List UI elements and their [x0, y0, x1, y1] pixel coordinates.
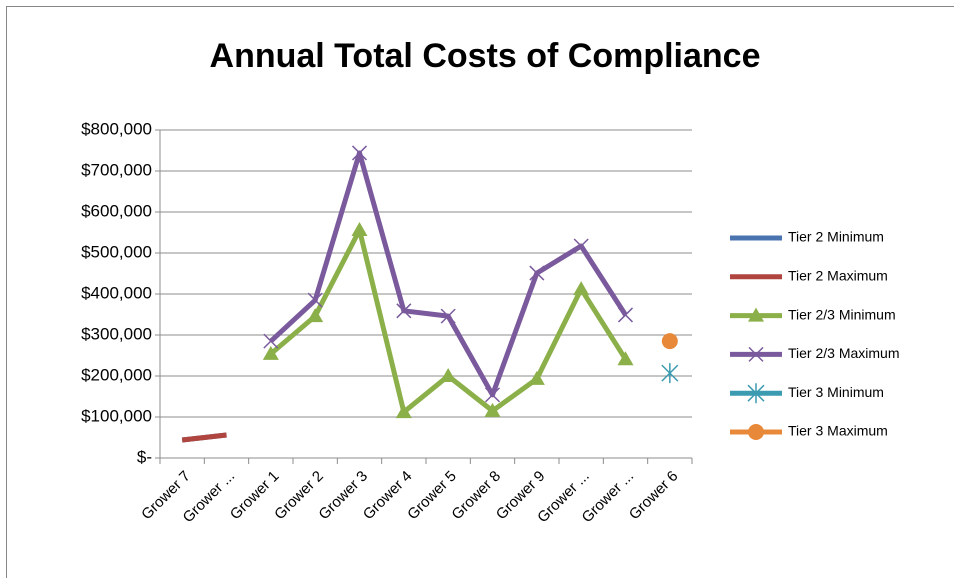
point [307, 292, 323, 308]
y-tick-label: $400,000 [81, 283, 152, 302]
point [573, 281, 590, 296]
y-tick-label: $- [137, 447, 152, 466]
legend-marker [747, 383, 765, 404]
point [263, 333, 279, 349]
point [661, 363, 679, 384]
point [440, 308, 456, 324]
legend-marker [748, 307, 764, 322]
point [617, 351, 634, 366]
y-tick-label: $700,000 [81, 160, 152, 179]
legend-label: Tier 2 Maximum [788, 268, 888, 284]
legend-label: Tier 3 Maximum [788, 423, 888, 439]
y-tick-label: $300,000 [81, 324, 152, 343]
point [661, 333, 678, 350]
x-tick-label: Grower 6 [626, 468, 682, 524]
y-tick-label: $800,000 [81, 119, 152, 138]
legend-label: Tier 2 Minimum [788, 229, 884, 245]
legend-label: Tier 2/3 Maximum [788, 345, 900, 361]
point [395, 404, 412, 419]
point [529, 265, 545, 281]
point [573, 238, 589, 254]
chart-frame [6, 6, 954, 578]
point [307, 308, 324, 323]
legend-label: Tier 3 Minimum [788, 384, 884, 400]
y-tick-label: $500,000 [81, 242, 152, 261]
point [351, 145, 368, 161]
point [484, 387, 501, 403]
legend-marker [748, 346, 764, 362]
y-tick-label: $100,000 [81, 406, 152, 425]
series-line [269, 150, 628, 398]
legend-label: Tier 2/3 Minimum [788, 306, 896, 322]
y-tick-label: $200,000 [81, 365, 152, 384]
point [440, 368, 457, 382]
point [396, 303, 412, 319]
chart-title: Annual Total Costs of Compliance [210, 37, 761, 75]
point [351, 222, 368, 237]
point [484, 402, 501, 417]
point [617, 307, 634, 323]
point [262, 345, 279, 360]
legend-marker [748, 424, 764, 440]
point [528, 370, 545, 385]
y-tick-label: $600,000 [81, 201, 152, 220]
series-line [181, 432, 227, 443]
